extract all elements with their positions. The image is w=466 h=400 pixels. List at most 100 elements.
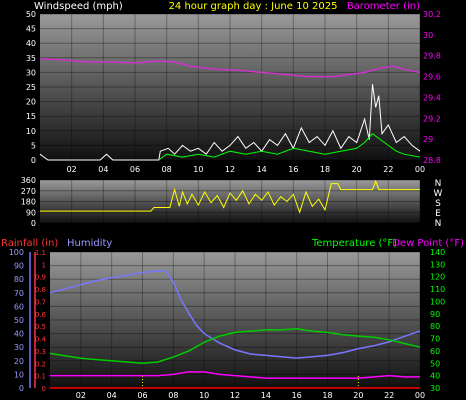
humidity-tick-label: 30: [14, 343, 24, 352]
barometer-tick-label: 30: [423, 31, 433, 40]
humidity-tick-label: 80: [14, 275, 24, 284]
direction-tick-label: 360: [21, 176, 36, 185]
humidity-tick-label: 50: [14, 316, 24, 325]
temperature-tick-label: 130: [430, 260, 445, 269]
time-tick-label: 20: [352, 165, 362, 174]
wind-tick-label: 10: [26, 127, 36, 136]
barometer-tick-label: 29: [423, 135, 433, 144]
wind-ticks: 0 5 10 15 20 25 30 35 40 45 50: [26, 10, 36, 165]
temperature-tick-label: 50: [430, 359, 440, 368]
rain-tick-label: 1: [42, 261, 46, 269]
humidity-tick-label: 100: [9, 248, 24, 257]
humidity-tick-label: 90: [14, 262, 24, 271]
climate-plot-area: [50, 252, 420, 388]
time-tick-label: 16: [288, 165, 298, 174]
humidity-tick-label: 10: [14, 370, 24, 379]
rain-tick-label: 0.4: [35, 336, 47, 344]
rain-tick-label: 0.7: [35, 298, 46, 306]
temperature-axis-title: Temperature (°F): [311, 238, 397, 249]
temperature-ticks: 30 40 50 60 70 80 90 100 110 120 130 140: [430, 248, 445, 393]
time-tick-label: 12: [230, 391, 240, 400]
temperature-tick-label: 140: [430, 248, 445, 257]
wind-grid: [40, 13, 421, 161]
climate-grid: [50, 251, 421, 389]
wind-tick-label: 20: [26, 98, 36, 107]
wind-time-ticks: 02 04 06 08 10 12 14 16 18 20 22 00: [67, 165, 426, 174]
time-tick-label: 20: [353, 391, 363, 400]
humidity-tick-label: 0: [19, 384, 24, 393]
temperature-line: [49, 327, 421, 365]
direction-tick-label: 90: [26, 208, 36, 217]
rain-tick-label: 0.2: [35, 360, 46, 368]
humidity-ticks: 0 10 20 30 40 50 60 70 80 90 100: [9, 248, 24, 393]
time-tick-label: 16: [292, 391, 302, 400]
barometer-tick-label: 28.8: [423, 156, 441, 165]
time-tick-label: 10: [199, 391, 209, 400]
time-tick-label: 04: [107, 391, 117, 400]
time-tick-label: 18: [322, 391, 332, 400]
wind-tick-label: 25: [26, 83, 36, 92]
wind-tick-label: 30: [26, 68, 36, 77]
time-tick-label: 08: [168, 391, 178, 400]
rain-tick-label: 0.6: [35, 311, 47, 319]
humidity-axis-title: Humidity: [67, 238, 112, 249]
time-tick-label: 22: [384, 391, 394, 400]
dewpoint-axis-title: Dew Point (°F): [392, 238, 464, 249]
time-tick-label: 02: [67, 165, 77, 174]
temperature-tick-label: 100: [430, 297, 445, 306]
time-tick-label: 00: [415, 391, 425, 400]
rain-tick-label: 0: [42, 385, 46, 393]
temperature-tick-label: 120: [430, 273, 445, 282]
direction-tick-label: 270: [21, 187, 36, 196]
wind-plot-area: [40, 14, 420, 160]
barometer-tick-label: 29.6: [423, 73, 441, 82]
rain-ticks: 0 0.1 0.2 0.3 0.4 0.5 0.6 0.7 0.8 0.9 1 1.1: [35, 249, 47, 393]
barometer-tick-label: 29.8: [423, 52, 441, 61]
time-tick-label: 06: [130, 165, 140, 174]
barometer-tick-label: 29.2: [423, 114, 441, 123]
direction-grid: [40, 179, 421, 224]
wind-gust-line: [158, 133, 421, 161]
humidity-tick-label: 20: [14, 357, 24, 366]
barometer-axis-title: Barometer (in): [347, 1, 420, 12]
time-tick-label: 18: [320, 165, 330, 174]
time-tick-label: 10: [193, 165, 203, 174]
rain-axis-title: Rainfall (in): [1, 238, 58, 249]
rain-tick-label: 0.8: [35, 286, 46, 294]
rain-tick-label: 0.9: [35, 274, 46, 282]
direction-tick-label: 180: [21, 198, 36, 207]
temperature-tick-label: 90: [430, 310, 440, 319]
barometer-line: [39, 58, 421, 78]
humidity-line: [49, 270, 421, 359]
wind-axis-title: Windspeed (mph): [34, 1, 123, 12]
barometer-tick-label: 29.4: [423, 93, 441, 102]
time-tick-label: 00: [415, 165, 425, 174]
wind-tick-label: 35: [26, 54, 36, 63]
time-tick-label: 12: [225, 165, 235, 174]
wind-direction-line: [40, 179, 420, 214]
rain-tick-label: 0.3: [35, 348, 46, 356]
temperature-tick-label: 40: [430, 372, 440, 381]
temperature-tick-label: 80: [430, 322, 440, 331]
time-tick-label: 22: [383, 165, 393, 174]
humidity-tick-label: 60: [14, 302, 24, 311]
time-tick-label: 06: [137, 391, 147, 400]
temperature-tick-label: 30: [430, 384, 440, 393]
time-tick-label: 14: [261, 391, 271, 400]
time-tick-label: 14: [257, 165, 267, 174]
barometer-tick-label: 30.2: [423, 10, 441, 19]
wind-tick-label: 5: [31, 141, 36, 150]
rain-tick-label: 0.5: [35, 323, 46, 331]
windspeed-line: [39, 84, 421, 161]
wind-tick-label: 50: [26, 10, 36, 19]
graph-title: 24 hour graph day : June 10 2025: [169, 1, 338, 12]
humidity-tick-label: 70: [14, 289, 24, 298]
direction-plot-area: [40, 180, 420, 223]
temperature-tick-label: 60: [430, 347, 440, 356]
wind-tick-label: 40: [26, 39, 36, 48]
dewpoint-line: [50, 371, 420, 379]
direction-tick-label: 0: [31, 219, 36, 228]
